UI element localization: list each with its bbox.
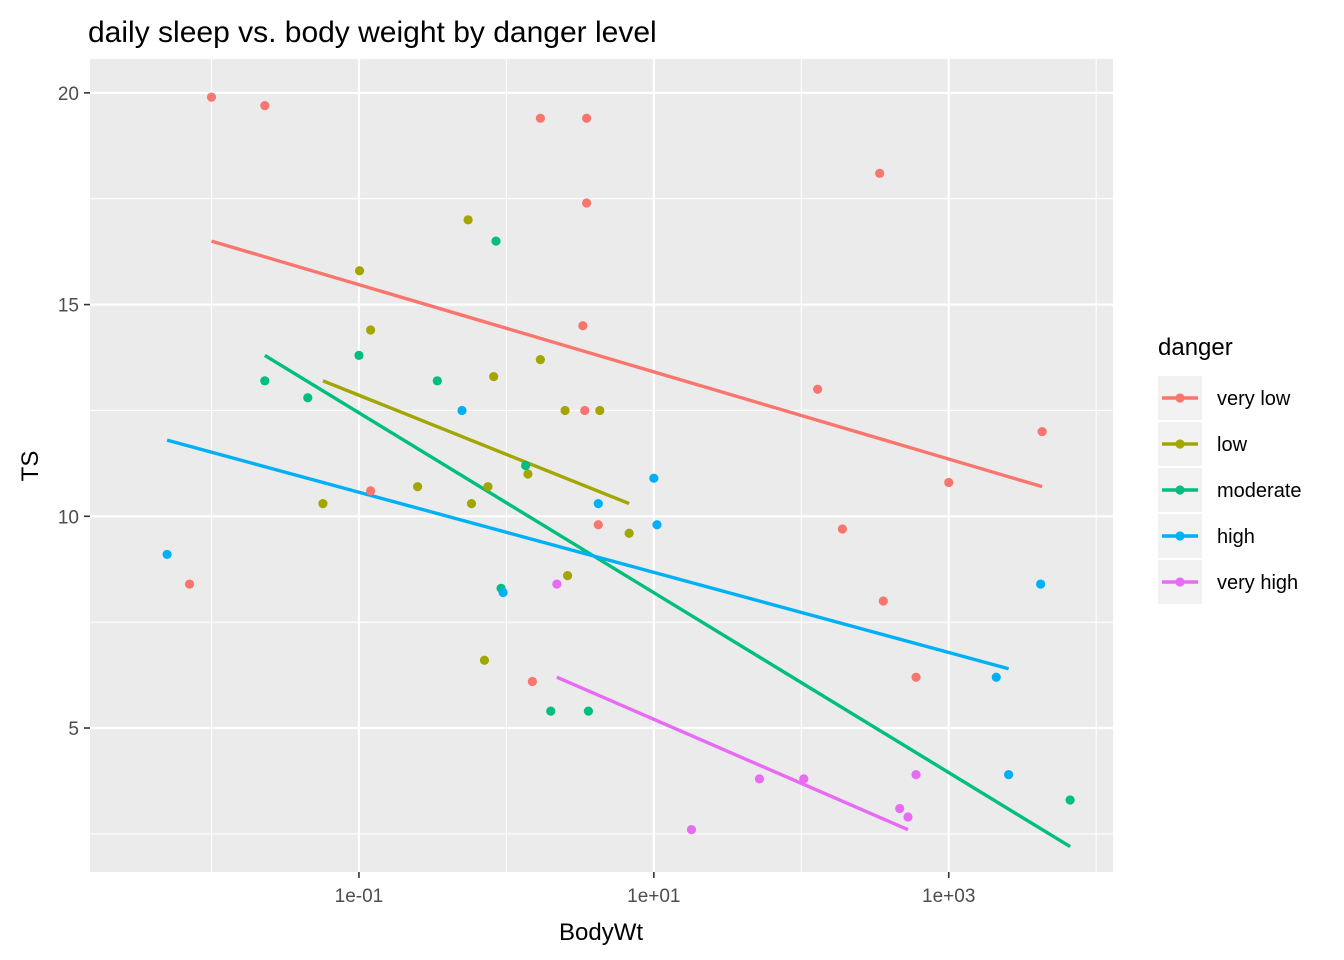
trend-line bbox=[322, 379, 630, 506]
data-point bbox=[463, 215, 473, 225]
y-tick-label: 15 bbox=[58, 296, 79, 317]
x-tick-label: 1e+01 bbox=[627, 886, 680, 907]
data-point bbox=[260, 376, 270, 386]
y-axis-label: TS bbox=[17, 451, 44, 482]
data-point bbox=[479, 655, 490, 665]
y-tick-label: 10 bbox=[58, 507, 79, 528]
major-gridlines bbox=[90, 59, 1113, 872]
data-point bbox=[837, 524, 847, 534]
data-point bbox=[895, 803, 905, 814]
data-point bbox=[366, 325, 376, 335]
data-point bbox=[583, 706, 594, 716]
trend-line bbox=[556, 675, 909, 832]
data-point bbox=[649, 473, 659, 483]
trend-lines bbox=[166, 239, 1071, 849]
legend-key-point bbox=[1175, 393, 1185, 403]
legend-title: danger bbox=[1158, 334, 1233, 361]
data-point bbox=[582, 113, 592, 123]
data-point bbox=[521, 460, 531, 471]
y-axis: 5 10 15 20 bbox=[58, 84, 90, 740]
legend-key-point bbox=[1175, 439, 1185, 449]
data-point bbox=[552, 579, 562, 589]
trend-line bbox=[263, 353, 1071, 849]
data-points bbox=[162, 92, 1075, 835]
legend-label: high bbox=[1217, 526, 1255, 548]
data-point bbox=[457, 405, 467, 416]
legend-label: moderate bbox=[1217, 480, 1302, 502]
data-point bbox=[580, 405, 590, 416]
data-point bbox=[813, 384, 823, 394]
data-point bbox=[491, 236, 501, 246]
data-point bbox=[578, 321, 588, 331]
y-tick-label: 5 bbox=[68, 719, 79, 740]
data-point bbox=[483, 482, 493, 492]
data-point bbox=[535, 113, 545, 123]
data-point bbox=[413, 482, 423, 492]
x-tick-label: 1e-01 bbox=[335, 886, 384, 907]
data-point bbox=[944, 477, 954, 488]
data-point bbox=[546, 706, 556, 716]
data-point bbox=[1036, 579, 1046, 589]
data-point bbox=[366, 486, 376, 496]
data-point bbox=[354, 266, 365, 276]
data-point bbox=[878, 596, 888, 606]
legend-label: very high bbox=[1217, 572, 1298, 594]
data-point bbox=[582, 198, 592, 208]
data-point bbox=[991, 672, 1001, 682]
data-point bbox=[260, 100, 270, 111]
data-point bbox=[911, 672, 921, 682]
data-point bbox=[1004, 770, 1014, 780]
x-axis-label: BodyWt bbox=[559, 919, 643, 946]
data-point bbox=[593, 499, 603, 509]
data-point bbox=[624, 528, 634, 538]
data-point bbox=[911, 770, 921, 780]
data-point bbox=[535, 355, 545, 365]
plot-panel bbox=[90, 59, 1113, 872]
x-tick-label: 1e+03 bbox=[922, 886, 975, 907]
legend-key-point bbox=[1175, 577, 1185, 587]
trend-line bbox=[166, 438, 1010, 671]
data-point bbox=[303, 393, 313, 403]
x-axis: 1e-01 1e+01 1e+03 bbox=[335, 872, 975, 907]
data-point bbox=[595, 405, 605, 416]
data-point bbox=[1037, 427, 1047, 437]
data-point bbox=[799, 774, 809, 784]
data-point bbox=[432, 376, 442, 386]
data-point bbox=[354, 350, 364, 361]
data-point bbox=[498, 587, 508, 598]
data-point bbox=[162, 549, 172, 560]
y-tick-label: 20 bbox=[58, 84, 79, 105]
trend-line bbox=[211, 239, 1043, 489]
data-point bbox=[754, 774, 765, 784]
data-point bbox=[903, 812, 913, 822]
chart-title: daily sleep vs. body weight by danger le… bbox=[88, 16, 657, 49]
data-point bbox=[466, 499, 477, 509]
data-point bbox=[652, 520, 662, 530]
legend-label: low bbox=[1217, 434, 1248, 456]
legend-key-point bbox=[1175, 485, 1185, 495]
legend: danger very low low moderate high very high bbox=[1158, 334, 1302, 604]
legend-label: very low bbox=[1217, 388, 1291, 410]
data-point bbox=[560, 405, 570, 416]
data-point bbox=[489, 371, 499, 382]
data-point bbox=[593, 520, 603, 530]
data-point bbox=[686, 825, 697, 835]
data-point bbox=[206, 92, 217, 102]
data-point bbox=[562, 570, 573, 581]
data-point bbox=[875, 168, 885, 178]
data-point bbox=[1065, 795, 1075, 805]
data-point bbox=[318, 499, 328, 509]
legend-key-point bbox=[1175, 531, 1185, 541]
data-point bbox=[184, 579, 195, 589]
data-point bbox=[523, 469, 533, 479]
data-point bbox=[527, 676, 537, 687]
legend-items: very low low moderate high very high bbox=[1158, 376, 1302, 604]
